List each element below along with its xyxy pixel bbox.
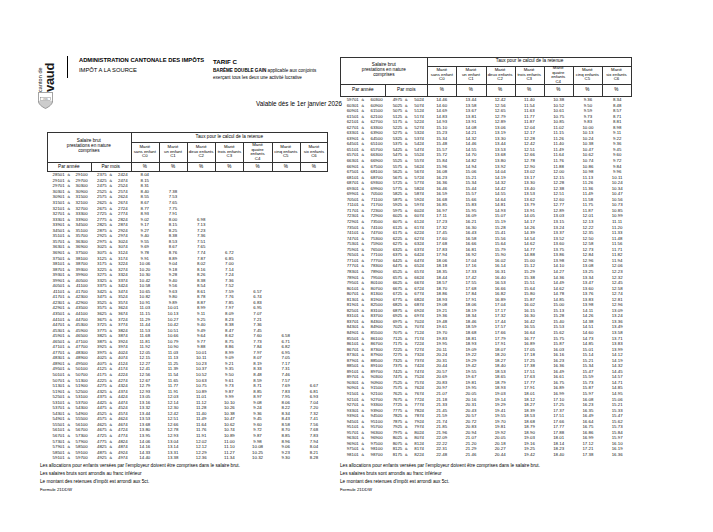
svg-text:et patrie: et patrie: [43, 98, 48, 100]
